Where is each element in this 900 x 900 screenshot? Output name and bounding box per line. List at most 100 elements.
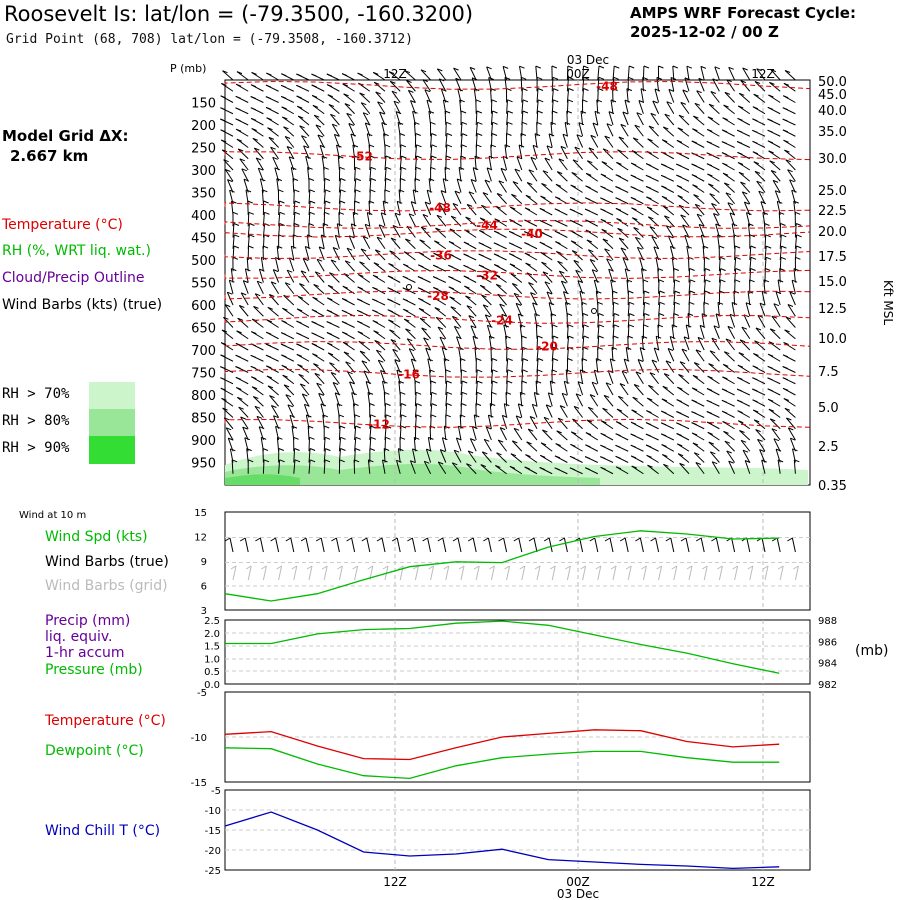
wind-barb: [529, 416, 538, 429]
wind-barb-flag: [752, 140, 758, 144]
wind-barb: [359, 350, 371, 362]
wind-barb-flag: [630, 186, 636, 190]
wind-barb: [744, 460, 751, 474]
p-tick-label: 650: [191, 322, 216, 337]
wind-barb: [728, 67, 736, 81]
grid-wind-barb-flag: [732, 565, 738, 570]
wind-barb-flag: [596, 290, 602, 294]
wind-barb: [547, 392, 553, 407]
wind-barb: [647, 464, 659, 475]
wind-barb-flag: [706, 421, 713, 425]
wind-barb-flag: [346, 247, 353, 251]
wind-barb-flag: [737, 410, 743, 414]
wind-barb-flag: [424, 460, 430, 464]
wind-barb: [513, 293, 523, 306]
wind-barb: [624, 99, 629, 114]
wind-barb: [684, 77, 690, 92]
wind-barb-flag: [630, 444, 636, 448]
wind-barb-flag: [606, 258, 612, 262]
wind-barb: [346, 113, 356, 126]
wind-barb-flag: [676, 185, 683, 188]
wind-barb: [430, 144, 433, 159]
p-tick-label: 700: [191, 344, 216, 359]
wind-barb: [451, 462, 462, 475]
wind-barb-flag: [422, 79, 428, 83]
wind-barb-flag: [544, 157, 551, 161]
wind-barb: [606, 258, 614, 272]
temperature-contour: [224, 269, 811, 279]
wind-barb-flag: [583, 335, 589, 339]
wind-barb-flag: [524, 252, 530, 256]
wind-barb-flag: [737, 129, 743, 133]
wind-barb: [499, 303, 508, 317]
wind-barb: [530, 157, 538, 171]
wind-barb-flag: [783, 342, 789, 345]
wind-barb-flag: [524, 207, 531, 211]
wind-barb: [270, 405, 280, 418]
surface-wind-barb-flag: [635, 537, 641, 542]
wind-barb: [779, 268, 781, 283]
axis-tick-label: 12: [194, 533, 207, 544]
wind-barb-flag: [589, 394, 596, 398]
top-tick-12z-a: 12Z: [383, 67, 407, 81]
wind-barb: [282, 374, 295, 385]
wind-barb-flag: [598, 65, 605, 69]
wind-barb: [688, 268, 691, 283]
wind-barb: [609, 358, 614, 373]
wind-barb-flag: [480, 284, 486, 288]
wind-barb-flag: [662, 385, 668, 389]
wind-barb-flag: [289, 414, 296, 418]
wind-barb: [642, 302, 646, 317]
wind-barb: [436, 68, 447, 81]
grid-wind-barb: [703, 565, 708, 581]
wind-barb-flag: [307, 234, 313, 238]
grid-wind-barb-flag: [337, 565, 343, 570]
surface-wind-barb-flag: [239, 537, 246, 542]
wind-barb-flag: [666, 225, 672, 229]
wind-barb-flag: [457, 178, 463, 182]
wind-barb-flag: [753, 93, 759, 97]
wind-barb-flag: [337, 223, 343, 227]
wind-barb: [577, 381, 584, 396]
wind-barb-flag: [440, 190, 447, 194]
wind-barb-flag: [612, 290, 618, 294]
wind-barb: [556, 430, 568, 441]
wind-barb: [412, 448, 416, 463]
wind-barb: [345, 361, 355, 373]
wind-barb-flag: [645, 185, 652, 189]
wind-barb: [551, 335, 554, 351]
surface-wind-barb: [670, 537, 675, 553]
wind-barb-flag: [723, 430, 729, 434]
wind-barb: [740, 439, 751, 452]
surface-wind-barb: [320, 537, 325, 553]
wind-barb-flag: [287, 404, 294, 408]
wind-barb-flag: [568, 335, 574, 339]
wind-barb-flag: [770, 418, 776, 422]
wind-barb: [550, 122, 553, 137]
wind-barb-flag: [221, 82, 227, 86]
wind-barb-flag: [530, 156, 537, 160]
wind-barb-flag: [270, 146, 276, 150]
wind-barb-flag: [239, 158, 245, 162]
wind-barb: [327, 352, 340, 362]
wind-barb-flag: [704, 290, 711, 294]
wind-barb-flag: [676, 163, 682, 167]
wind-barb-flag: [258, 167, 264, 171]
surface-wind-barb: [746, 537, 751, 553]
wind-barb-flag: [528, 282, 534, 286]
wind-barb-flag: [564, 380, 570, 384]
wind-barb-flag: [725, 338, 732, 342]
wind-barb-flag: [294, 200, 301, 204]
wind-barb-flag: [264, 211, 270, 215]
wind-barb: [758, 190, 766, 204]
wind-barb: [511, 194, 523, 205]
wind-barb: [549, 381, 553, 396]
wind-barb-flag: [569, 467, 576, 471]
kft-tick-label: 10.0: [818, 332, 847, 347]
wind-barb: [322, 223, 325, 238]
wind-barb: [223, 316, 234, 328]
wind-barb-flag: [498, 180, 505, 184]
wind-barb-flag: [484, 438, 490, 442]
wind-barb-flag: [585, 467, 591, 471]
wind-barb-flag: [442, 347, 448, 351]
